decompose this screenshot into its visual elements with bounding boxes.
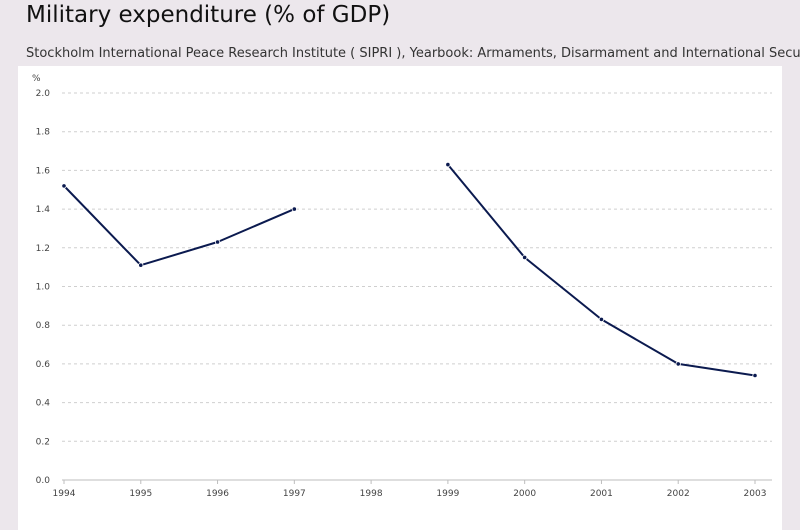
data-point [291, 206, 297, 212]
y-axis-unit-label: % [32, 74, 41, 84]
x-tick-label: 2002 [667, 489, 690, 499]
y-axis: 0.0 0.2 0.4 0.6 0.8 1.0 1.2 1.4 1.6 1.8 2.0 [36, 89, 51, 486]
line-chart: 0.00.20.40.60.81.01.21.41.61.82.0 1994 19… [32, 74, 772, 499]
y-tick-label: 0.2 [36, 437, 50, 447]
series-line [447, 163, 756, 377]
x-tick-label: 1998 [360, 489, 383, 499]
x-tick-label: 2000 [513, 489, 536, 499]
series-lines [61, 161, 758, 379]
data-point [214, 239, 221, 245]
data-point [598, 316, 605, 322]
y-tick-label: 1.4 [36, 205, 51, 215]
data-point [138, 262, 144, 268]
y-tick-label: 0.8 [36, 321, 51, 331]
gridlines [62, 92, 772, 481]
data-point [522, 254, 528, 261]
data-point [752, 372, 758, 379]
source-note: Stockholm International Peace Research I… [26, 46, 800, 61]
x-tick-label: 1996 [206, 489, 229, 499]
x-tick-label: 2003 [744, 489, 767, 499]
data-point [445, 161, 451, 168]
x-tick-label: 1997 [283, 489, 306, 499]
x-axis: 1994 1995 1996 1997 1998 1999 2000 2001 2002 2003 [53, 480, 767, 499]
x-tick-label: 2001 [590, 489, 613, 499]
series-line [63, 185, 295, 267]
data-point [61, 183, 67, 189]
y-tick-label: 1.0 [36, 283, 51, 293]
y-tick-label: 0.0 [36, 476, 51, 486]
y-tick-label: 1.6 [36, 166, 51, 176]
data-point [675, 361, 681, 367]
chart-panel: 0.0 0.2 0.4 0.6 0.8 1.0 1.2 1.4 1.6 1.8 2.0 1994 19… [18, 66, 782, 530]
page-title: Military expenditure (% of GDP) [26, 2, 391, 28]
x-tick-label: 1995 [129, 489, 152, 499]
y-tick-label: 1.2 [36, 244, 50, 254]
x-tick-label: 1999 [436, 489, 459, 499]
y-tick-label: 0.4 [36, 399, 51, 409]
y-tick-label: 2.0 [36, 89, 51, 99]
y-tick-label: 0.6 [36, 360, 51, 370]
x-tick-label: 1994 [53, 489, 76, 499]
y-tick-label: 1.8 [36, 128, 51, 138]
